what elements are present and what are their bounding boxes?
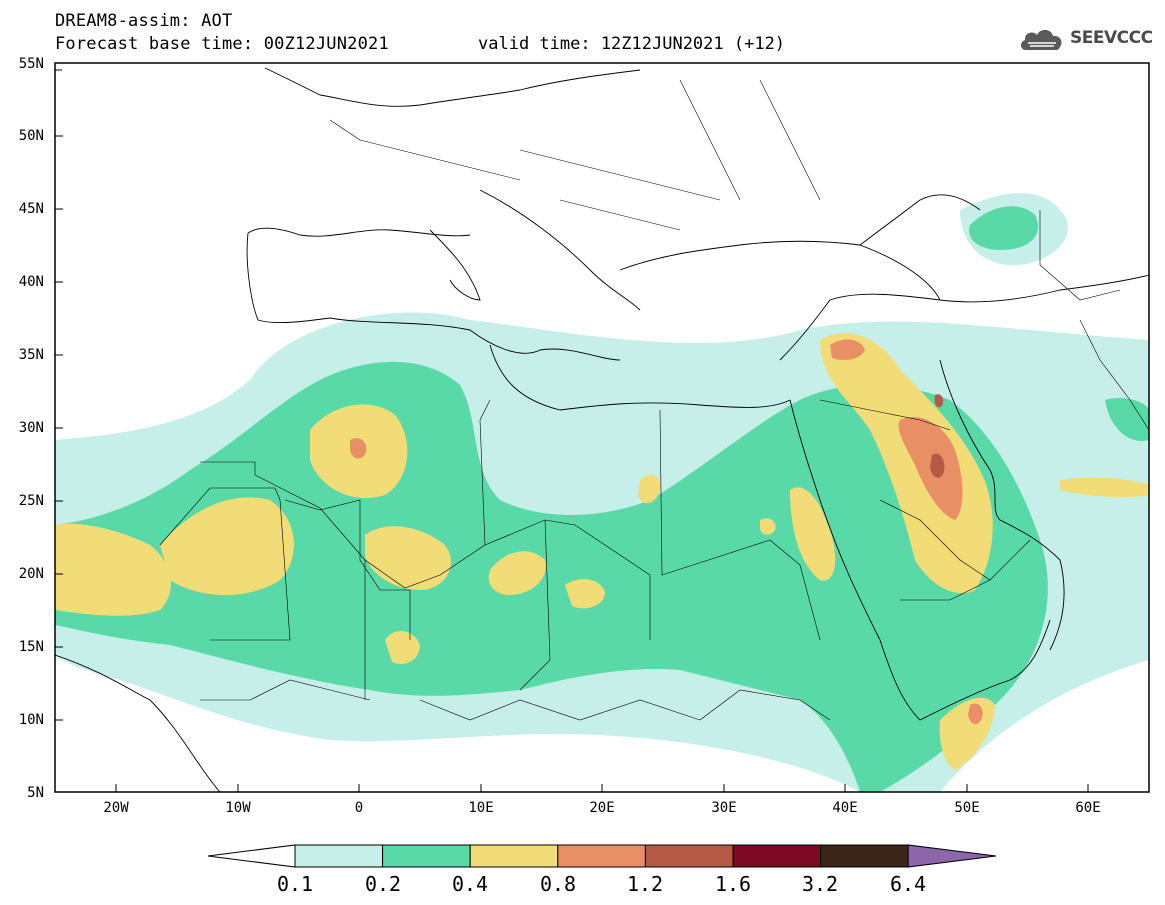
country-borders — [159, 79, 1149, 721]
forecast-base-time: Forecast base time: 00Z12JUN2021 — [55, 34, 389, 54]
lon-label-30e: 30E — [711, 800, 737, 816]
colorbar — [207, 844, 997, 868]
map-title: DREAM8-assim: AOT — [55, 11, 233, 31]
colorbar-label: 0.4 — [451, 872, 489, 896]
coastlines — [55, 67, 1149, 792]
lat-label-10n: 10N — [18, 712, 44, 728]
lat-label-25n: 25N — [18, 493, 44, 509]
lon-ticks — [115, 784, 1089, 792]
colorbar-under-arrow — [207, 844, 296, 868]
colorbar-swatch — [644, 844, 734, 868]
lon-label-20e: 20E — [589, 800, 615, 816]
valid-time: valid time: 12Z12JUN2021 (+12) — [478, 34, 786, 54]
lat-label-5n: 5N — [27, 785, 44, 801]
colorbar-swatch — [469, 844, 559, 868]
colorbar-over-arrow — [907, 844, 997, 868]
lon-label-60e: 60E — [1075, 800, 1101, 816]
lat-label-45n: 45N — [18, 201, 44, 217]
colorbar-swatch — [557, 844, 646, 868]
colorbar-label: 1.2 — [626, 872, 664, 896]
colorbar-swatch — [732, 844, 822, 868]
lat-label-55n: 55N — [18, 56, 44, 72]
aot-level-0-2 — [55, 206, 1149, 792]
lat-label-30n: 30N — [18, 420, 44, 436]
lat-label-15n: 15N — [18, 639, 44, 655]
colorbar-label: 6.4 — [889, 872, 927, 896]
colorbar-swatch — [294, 844, 384, 868]
logo-text: SEEVCCC — [1070, 28, 1153, 48]
colorbar-label: 3.2 — [801, 872, 839, 896]
lat-label-40n: 40N — [18, 274, 44, 290]
lon-label-10w: 10W — [225, 800, 251, 816]
colorbar-label: 0.1 — [276, 872, 314, 896]
lat-label-20n: 20N — [18, 566, 44, 582]
lon-label-40e: 40E — [832, 800, 858, 816]
lon-label-0: 0 — [354, 800, 364, 816]
colorbar-label: 0.2 — [364, 872, 402, 896]
lat-ticks — [55, 135, 63, 721]
lon-label-10e: 10E — [468, 800, 494, 816]
cloud-icon — [1020, 29, 1062, 50]
seevccc-logo: SEEVCCC — [1018, 24, 1158, 54]
aot-level-1-2 — [930, 394, 945, 478]
lon-label-20w: 20W — [103, 800, 129, 816]
aot-level-0-4 — [55, 333, 1149, 770]
colorbar-swatch — [382, 844, 471, 868]
lon-label-50e: 50E — [954, 800, 980, 816]
lat-label-50n: 50N — [18, 128, 44, 144]
lat-label-35n: 35N — [18, 347, 44, 363]
colorbar-label: 1.6 — [714, 872, 752, 896]
colorbar-label: 0.8 — [539, 872, 577, 896]
colorbar-swatch — [820, 844, 909, 868]
